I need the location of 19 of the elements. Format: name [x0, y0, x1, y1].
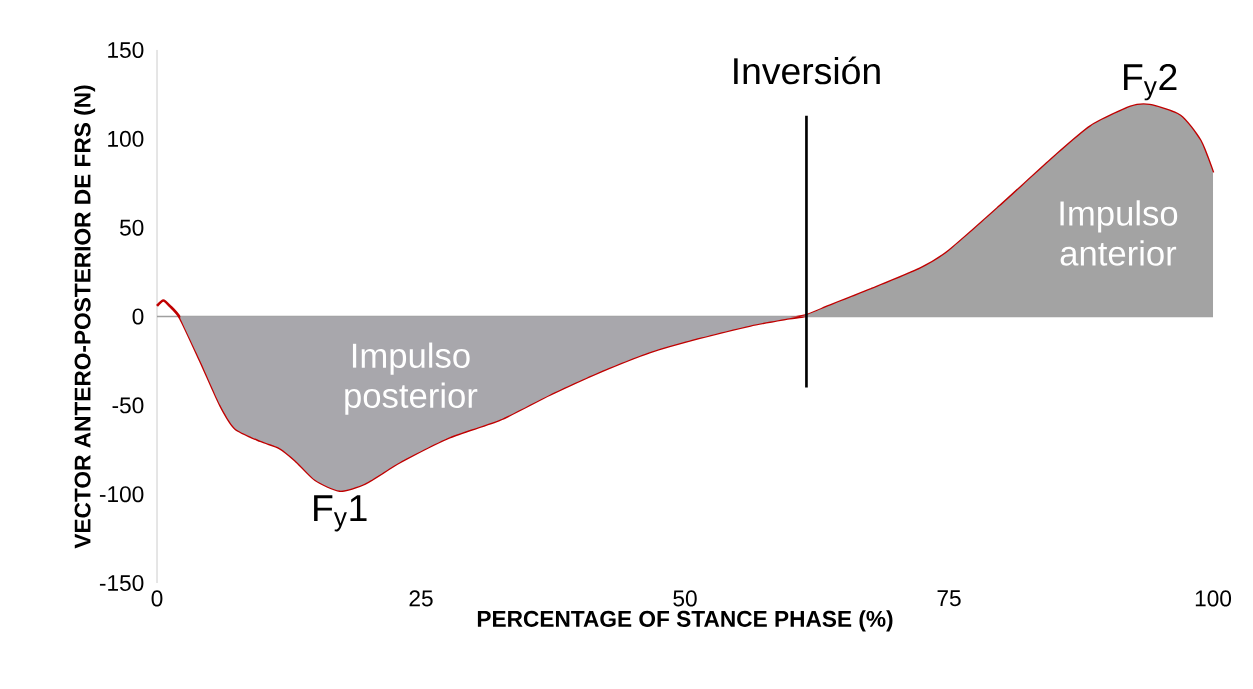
y-tick-label: 150	[108, 41, 144, 59]
x-tick-label: 100	[1195, 590, 1232, 607]
annotation: F$_{y}$2	[1124, 63, 1177, 101]
annotation: F$_{y}$1	[314, 495, 367, 532]
y-tick-label: 100	[108, 130, 144, 147]
x-tick-label: 25	[409, 590, 433, 607]
x-tick-label: 75	[937, 590, 961, 607]
x-tick-label: 50	[673, 590, 697, 607]
y-tick-label: -50	[112, 397, 144, 414]
y-tick-label: 50	[119, 219, 144, 236]
y-tick-label: 0	[132, 308, 144, 325]
x-axis-title: PERCENTAGE OF STANCE PHASE (%)	[477, 610, 893, 632]
ref-line-label: Inversión	[734, 56, 880, 85]
x-tick-label: 0	[151, 590, 163, 607]
y-tick-label: -150	[99, 574, 144, 592]
y-axis-title: VECTOR ANTERO-POSTERIOR DE FRS (N)	[73, 85, 96, 549]
y-tick-label: -100	[99, 486, 144, 503]
annotation: Impulso posterior	[345, 342, 478, 415]
annotation: Impulso anterior	[1060, 200, 1178, 266]
